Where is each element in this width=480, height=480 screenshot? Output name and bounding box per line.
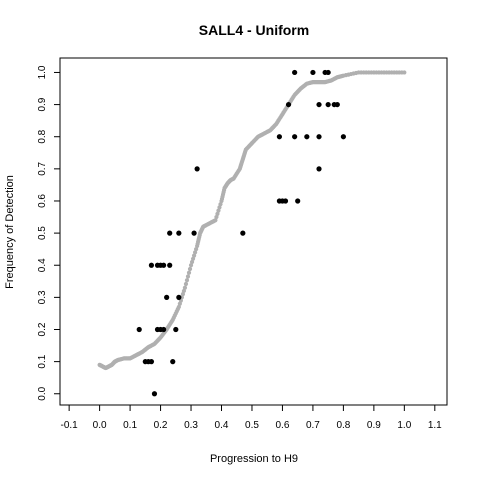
curve-point — [186, 270, 192, 275]
y-axis-title: Frequency of Detection — [4, 175, 16, 289]
x-tick-label: 0.9 — [367, 420, 381, 431]
data-point — [164, 294, 170, 300]
curve-point — [191, 253, 197, 258]
data-point — [151, 391, 158, 397]
data-point — [161, 262, 167, 268]
x-axis: -0.1 0.0 0.1 0.2 0.3 0.4 0.5 0.6 0.7 0.8 0.9 1.0 1.1 — [61, 405, 442, 431]
curve-point — [402, 70, 407, 75]
data-point — [310, 69, 316, 76]
model-curve — [97, 70, 407, 371]
curve-point — [176, 304, 181, 310]
data-point — [316, 134, 322, 140]
y-tick-label: 0.4 — [37, 258, 48, 272]
curve-point — [213, 218, 218, 223]
curve-point — [217, 205, 222, 210]
y-tick-label: 0.0 — [37, 386, 48, 400]
x-tick-label: 0.7 — [306, 420, 320, 431]
curve-point — [180, 292, 186, 297]
data-point — [340, 134, 346, 140]
y-tick-label: 0.7 — [37, 161, 48, 175]
data-point — [191, 230, 197, 236]
y-tick-label: 0.8 — [37, 129, 48, 143]
data-point — [316, 101, 322, 108]
data-point — [136, 326, 142, 333]
x-tick-label: 0.5 — [245, 420, 259, 431]
data-point — [334, 101, 340, 108]
data-point — [167, 230, 173, 236]
x-tick-label: 0.1 — [123, 420, 137, 431]
x-tick-label: 0.6 — [275, 420, 289, 431]
data-point — [304, 134, 310, 140]
curve-point — [182, 285, 188, 290]
curve-point — [218, 202, 223, 207]
data-point — [292, 69, 298, 76]
curve-point — [214, 214, 219, 220]
y-tick-label: 0.6 — [37, 194, 48, 208]
data-point — [316, 166, 322, 172]
data-point — [148, 262, 155, 268]
x-tick-label: 0.2 — [154, 420, 168, 431]
data-point — [295, 198, 301, 204]
x-tick-label: 0.4 — [215, 420, 229, 431]
data-point — [276, 134, 282, 140]
curve-point — [216, 208, 221, 213]
x-tick-label: 0.8 — [336, 420, 350, 431]
data-point — [161, 326, 167, 333]
data-point — [148, 359, 155, 365]
y-tick-label: 0.5 — [37, 226, 48, 240]
data-point — [170, 359, 176, 365]
data-point — [194, 166, 200, 172]
data-point — [167, 262, 173, 268]
x-tick-label: 1.1 — [428, 420, 442, 431]
data-point — [325, 101, 331, 108]
curve-point — [177, 301, 182, 306]
curve-point — [183, 281, 189, 287]
plot-frame — [59, 57, 448, 406]
observed-points — [136, 69, 346, 397]
y-tick-label: 1.0 — [37, 65, 48, 79]
y-axis: 0.0 0.1 0.2 0.3 0.4 0.5 0.6 0.7 0.8 0.9 1.0 — [37, 65, 60, 401]
data-point — [325, 69, 331, 76]
curve-point — [185, 274, 191, 279]
chart-title: SALL4 - Uniform — [199, 22, 309, 38]
data-point — [292, 134, 298, 140]
curve-point — [189, 259, 195, 265]
x-axis-title: Progression to H9 — [210, 453, 298, 465]
y-tick-label: 0.2 — [37, 322, 48, 336]
curve-point — [188, 263, 194, 268]
curve-point — [215, 211, 220, 216]
x-tick-label: 0.0 — [93, 420, 107, 431]
curve-point — [184, 278, 190, 283]
data-point — [176, 230, 182, 236]
curve-point — [194, 247, 199, 252]
data-point — [176, 294, 182, 300]
data-point — [285, 101, 292, 108]
x-tick-label: 1.0 — [397, 420, 411, 431]
curve-point — [190, 256, 196, 261]
y-tick-label: 0.1 — [37, 354, 48, 368]
x-tick-label: 0.3 — [184, 420, 198, 431]
data-point — [240, 230, 246, 236]
y-tick-label: 0.3 — [37, 290, 48, 304]
data-point — [173, 326, 179, 333]
y-tick-label: 0.9 — [37, 97, 48, 111]
curve-point — [187, 266, 193, 272]
curve-point — [181, 288, 187, 294]
data-point — [282, 198, 289, 204]
x-tick-label: -0.1 — [61, 420, 79, 431]
curve-point — [192, 250, 198, 255]
